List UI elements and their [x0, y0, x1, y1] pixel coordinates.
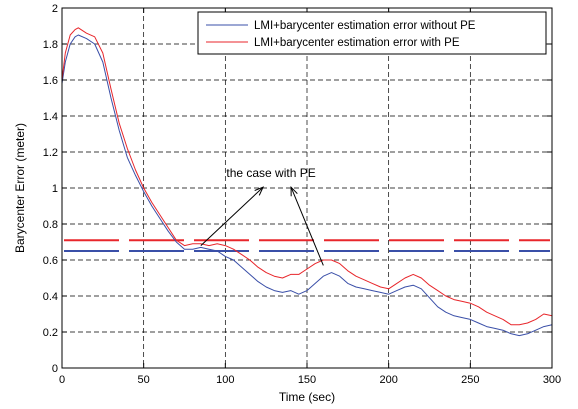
legend-entry-1: LMI+barycenter estimation error without …	[254, 20, 476, 32]
legend: LMI+barycenter estimation error without …	[197, 11, 547, 55]
legend-entry-2: LMI+barycenter estimation error with PE	[254, 37, 460, 49]
y-tick-label: 2	[52, 3, 58, 15]
x-tick-label: 50	[138, 374, 150, 386]
annotation-arrow	[290, 187, 324, 266]
y-tick-label: 0.6	[43, 255, 58, 267]
series-group	[61, 27, 553, 337]
annotation-text: the case with PE	[226, 166, 315, 180]
x-axis-label: Time (sec)	[279, 390, 335, 404]
reference-lines	[64, 239, 550, 252]
y-axis-label: Barycenter Error (meter)	[13, 123, 27, 253]
y-tick-label: 1.2	[43, 147, 58, 159]
series-line-2	[61, 27, 553, 326]
series-line-1	[61, 34, 553, 337]
x-tick-label: 0	[59, 374, 65, 386]
y-tick-label: 1.6	[43, 75, 58, 87]
y-tick-label: 1.4	[43, 111, 58, 123]
x-tick-label: 100	[216, 374, 234, 386]
annotation: the case with PE	[200, 166, 324, 266]
x-tick-label: 300	[543, 374, 561, 386]
y-tick-label: 0.8	[43, 219, 58, 231]
annotation-arrowhead	[290, 185, 298, 197]
x-tick-label: 250	[461, 374, 479, 386]
x-tick-label: 150	[298, 374, 316, 386]
y-tick-label: 1.8	[43, 39, 58, 51]
y-tick-label: 0.4	[43, 291, 58, 303]
annotation-arrowhead	[254, 186, 265, 196]
legend-box	[197, 11, 547, 55]
ticks: 0 50 100 150 200 250 300 0 0.2 0.4 0.6 0.8 1 1.2 1.4 1.…	[43, 3, 561, 386]
y-tick-label: 0	[52, 363, 58, 375]
y-tick-label: 1	[52, 183, 58, 195]
y-tick-label: 0.2	[43, 327, 58, 339]
annotation-arrow	[200, 186, 264, 246]
x-tick-label: 200	[379, 374, 397, 386]
